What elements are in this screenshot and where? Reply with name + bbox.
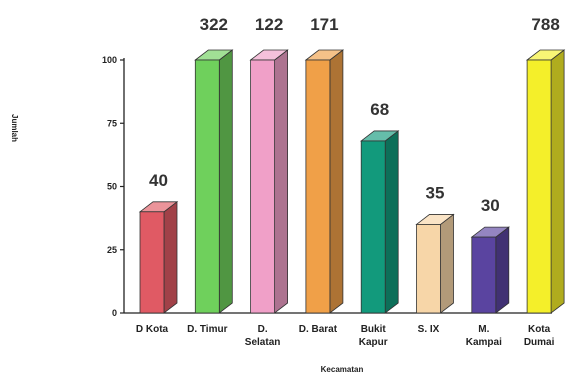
y-axis-title: Jumlah [10,114,19,142]
bar-front [194,59,220,314]
data-label: 788 [531,15,559,34]
y-tick-label: 100 [102,55,117,65]
bar [304,49,345,314]
y-tick-label: 75 [107,118,117,128]
bar-side [440,213,454,314]
x-category-label: S. IX [418,324,440,335]
bar-front [139,211,165,314]
bar-side [329,49,344,314]
bar-front [360,140,386,314]
data-label: 35 [426,183,445,202]
x-axis-categories: D Kota D. Timur D. Selatan D. Barat Bukit Kapu… [136,324,555,348]
data-label: 322 [200,15,228,34]
y-tick-label: 0 [112,308,117,318]
bar [249,49,289,314]
bar-side [163,200,178,314]
bar-side [550,49,565,314]
x-category-label: Bukit Kapur [359,324,388,348]
bar-front [250,59,276,314]
bar [194,49,234,314]
bar [415,213,455,314]
bars [138,49,566,314]
x-category-label: D. Barat [299,324,338,335]
bar-side [218,49,233,314]
bar [470,226,510,314]
bar-front [305,59,331,314]
bar-front [526,59,552,314]
x-axis-title: Kecamatan [321,365,364,374]
data-label: 40 [149,171,168,190]
data-label: 122 [255,15,283,34]
data-label: 68 [370,100,389,119]
x-category-label: D Kota [136,324,169,335]
bar-front [416,224,441,314]
bar [525,49,566,314]
y-tick-label: 25 [107,245,117,255]
data-label: 30 [481,196,500,215]
x-category-label: Kota Dumai [524,324,555,348]
x-category-label: M. Kampai [466,324,502,348]
bar-side [384,130,399,314]
bar [138,200,179,314]
data-label: 171 [310,15,338,34]
bar-side [495,226,510,314]
x-category-label: D. Timur [187,324,227,335]
bar-front [471,236,497,314]
bar-side [274,49,289,314]
bar [360,130,400,314]
y-tick-label: 50 [107,182,117,192]
x-category-label: D. Selatan [245,324,281,348]
data-labels: 40 322 122 171 68 35 30 788 [149,15,560,215]
